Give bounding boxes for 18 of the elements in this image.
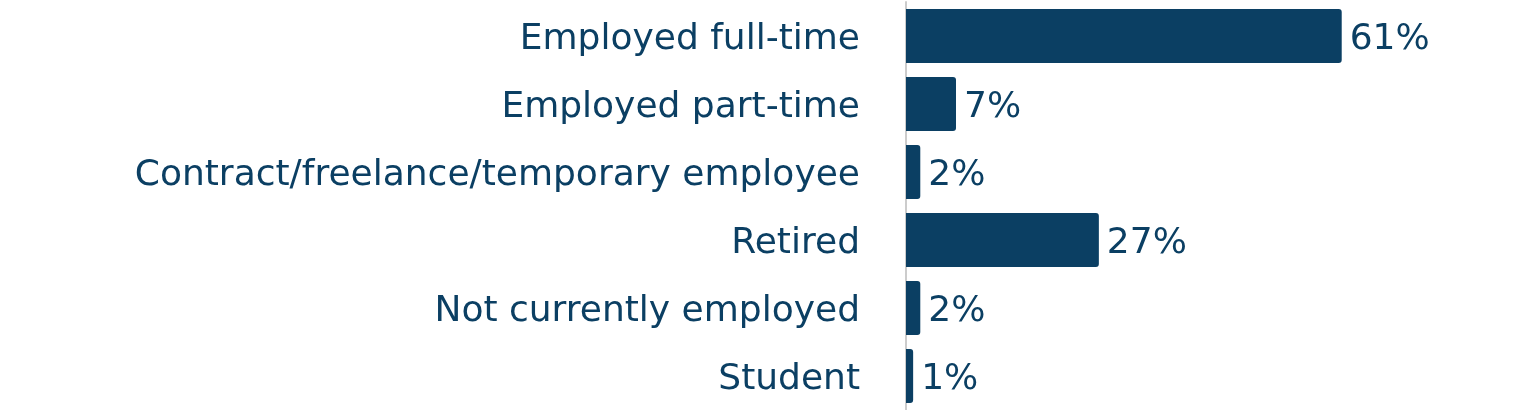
y-tick-label: Not currently employed	[434, 287, 860, 329]
data-label: 2%	[928, 151, 986, 193]
y-tick-label: Student	[718, 355, 860, 397]
bar	[906, 349, 914, 403]
data-label: 1%	[921, 355, 979, 397]
y-tick-label: Employed full-time	[519, 15, 860, 57]
y-tick-label: Contract/freelance/temporary employee	[134, 151, 860, 193]
bar	[906, 213, 1099, 267]
bar	[906, 77, 956, 131]
data-label: 7%	[964, 83, 1022, 125]
data-label: 2%	[928, 287, 986, 329]
y-tick-label: Retired	[731, 219, 860, 261]
bar	[906, 281, 921, 335]
y-tick-label: Employed part-time	[501, 83, 860, 125]
data-label: 27%	[1106, 219, 1187, 261]
bar	[906, 9, 1342, 63]
data-label: 61%	[1349, 15, 1430, 57]
bar	[906, 145, 921, 199]
